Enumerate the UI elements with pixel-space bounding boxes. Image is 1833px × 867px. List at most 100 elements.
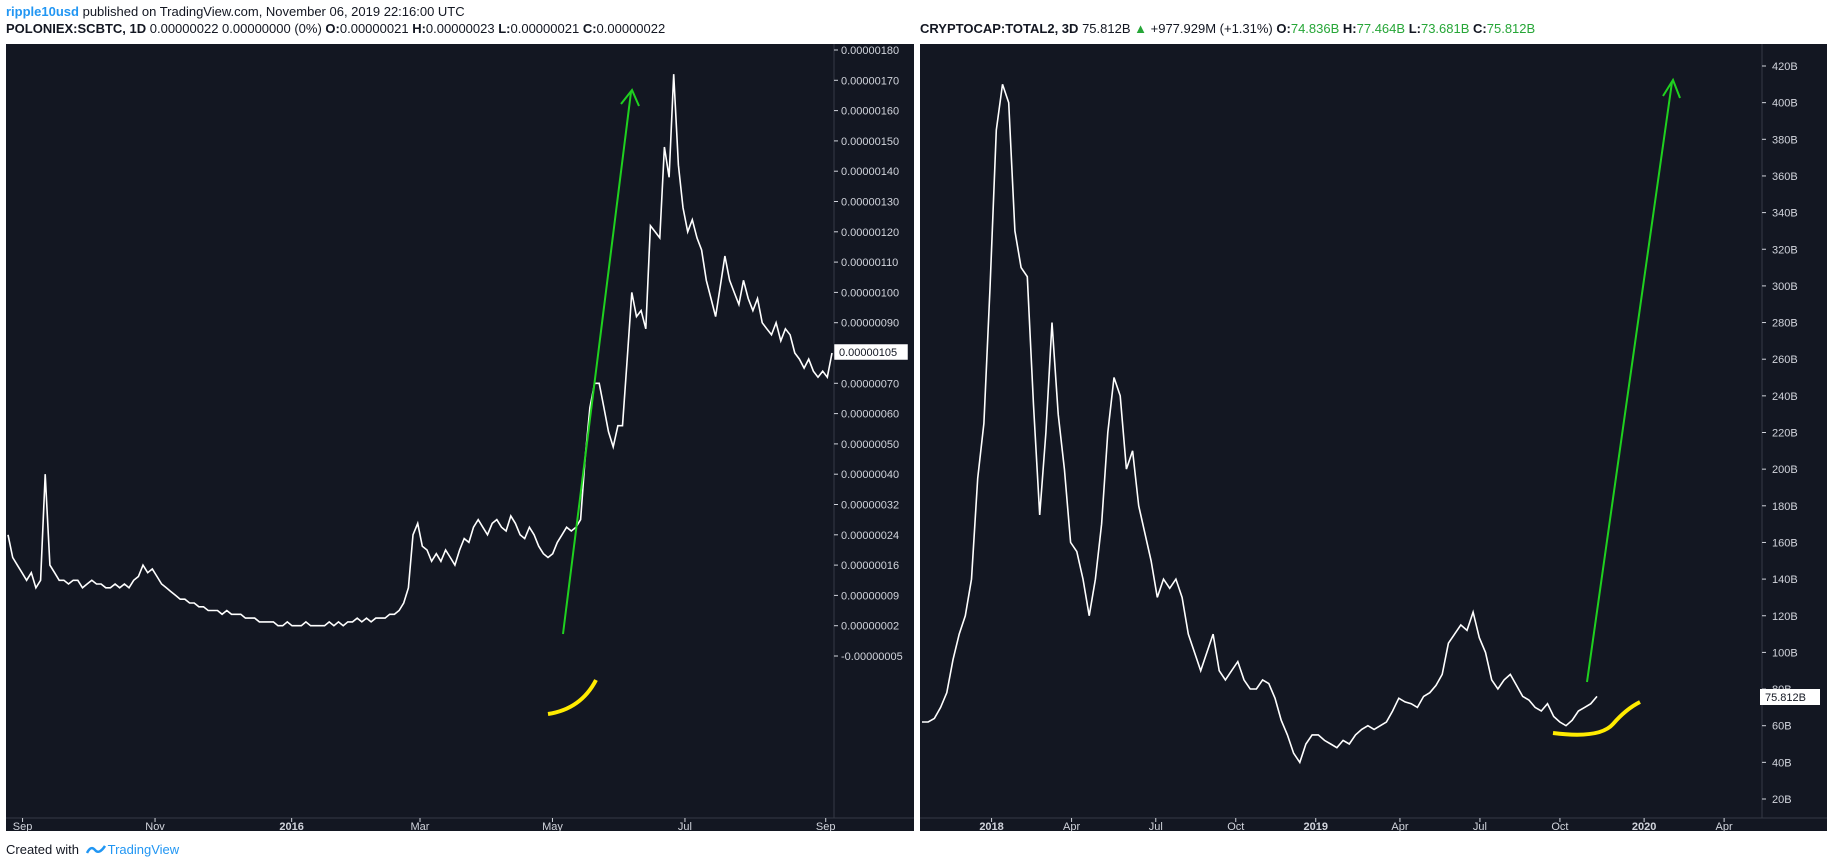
right-y-tick-label: 340B — [1772, 208, 1798, 220]
right-x-tick-label: Jul — [1473, 821, 1487, 831]
right-chart[interactable]: 420B 400B 380B 360B 340B 320B 300B 280B 260B 240B… — [920, 44, 1827, 831]
left-low-label: L: — [498, 21, 511, 36]
left-y-tick-label: 0.00000090 — [841, 318, 899, 330]
right-x-tick-label: 2018 — [979, 821, 1003, 831]
left-close-label: C: — [582, 21, 597, 36]
right-y-tick-label: 320B — [1772, 244, 1798, 256]
right-price-line — [922, 84, 1598, 765]
right-y-tick-label: 40B — [1772, 757, 1792, 769]
right-y-tick-label: 20B — [1772, 794, 1792, 806]
left-y-tick-label: 0.00000040 — [841, 469, 899, 481]
right-y-tick-label: 200B — [1772, 464, 1798, 476]
right-y-tick-label: 260B — [1772, 354, 1798, 366]
right-up-arrow-shaft — [1586, 81, 1673, 683]
left-y-tick-label: 0.00000016 — [841, 560, 899, 572]
left-y-tick-label: 0.00000140 — [841, 166, 899, 178]
right-y-tick-label: 400B — [1772, 98, 1798, 110]
left-legend: POLONIEX:SCBTC, 1D 0.00000022 0.00000000… — [6, 21, 665, 36]
left-chart-panel[interactable]: 0.00000180 0.00000170 0.00000160 0.00000150… — [6, 44, 914, 831]
left-y-tick-label: 0.00000032 — [841, 500, 899, 512]
left-y-tick-label: 0.00000170 — [841, 75, 899, 87]
left-open-label: O: — [325, 21, 340, 36]
right-low-label: L: — [1408, 21, 1421, 36]
tradingview-brand-link[interactable]: TradingView — [107, 842, 180, 857]
right-last-price-tag: 75.812B — [1760, 689, 1820, 705]
left-y-tick-label: 0.00000024 — [841, 530, 899, 542]
right-y-tick-label: 380B — [1772, 134, 1798, 146]
created-with-text: Created with — [6, 842, 79, 857]
right-y-tick-label: 120B — [1772, 611, 1798, 623]
right-y-tick-label: 60B — [1772, 721, 1792, 733]
right-x-tick-label: Oct — [1227, 821, 1244, 831]
left-y-tick-label: 0.00000060 — [841, 409, 899, 421]
right-x-tick-label: Jul — [1149, 821, 1163, 831]
left-chart[interactable]: 0.00000180 0.00000170 0.00000160 0.00000150… — [6, 44, 914, 831]
left-x-tick-label: May — [542, 821, 563, 831]
left-low-value: 0.00000021 — [510, 21, 580, 36]
left-close-value: 0.00000022 — [596, 21, 666, 36]
right-open-value: 74.836B — [1290, 21, 1340, 36]
author-link[interactable]: ripple10usd — [6, 4, 79, 19]
right-y-tick-label: 240B — [1772, 391, 1798, 403]
left-x-tick-label: Jul — [678, 821, 692, 831]
left-x-tick-label: 2016 — [279, 821, 303, 831]
left-last-price-tag: 0.00000105 — [833, 343, 909, 361]
right-x-tick-label: Apr — [1716, 821, 1733, 831]
left-y-tick-label: 0.00000050 — [841, 439, 899, 451]
right-bottom-curve — [1552, 700, 1641, 737]
left-bottom-curve — [547, 679, 598, 716]
left-high-value: 0.00000023 — [425, 21, 495, 36]
right-open-label: O: — [1276, 21, 1291, 36]
left-y-tick-label: 0.00000100 — [841, 287, 899, 299]
right-x-tick-label: Apr — [1391, 821, 1408, 831]
right-up-arrow-icon — [1662, 77, 1681, 99]
right-y-tick-label: 140B — [1772, 574, 1798, 586]
left-up-arrow-icon — [620, 88, 640, 107]
left-y-tick-label: 0.00000180 — [841, 45, 899, 57]
left-price-tag-label: 0.00000105 — [839, 347, 897, 359]
right-y-tick-label: 100B — [1772, 647, 1798, 659]
left-y-tick-label: 0.00000110 — [841, 257, 898, 269]
right-legend: CRYPTOCAP:TOTAL2, 3D 75.812B ▲ +977.929M… — [920, 21, 1535, 36]
right-y-tick-label: 180B — [1772, 501, 1798, 513]
right-x-tick-label: Oct — [1551, 821, 1568, 831]
right-y-tick-label: 160B — [1772, 537, 1798, 549]
left-price-line — [7, 74, 833, 627]
left-y-tick-label: 0.00000120 — [841, 227, 899, 239]
right-price-axis[interactable]: 420B 400B 380B 360B 340B 320B 300B 280B 260B 240B… — [920, 44, 1827, 819]
right-price-tag-label: 75.812B — [1765, 692, 1806, 704]
left-y-tick-label: 0.00000150 — [841, 136, 899, 148]
right-time-axis[interactable]: 2018 Apr Jul Oct 2019 Apr Jul Oct 2020 Apr — [979, 818, 1733, 831]
right-y-tick-label: 300B — [1772, 281, 1798, 293]
left-y-tick-label: 0.00000002 — [841, 621, 899, 633]
publish-line: ripple10usd published on TradingView.com… — [6, 4, 465, 19]
left-x-tick-label: Sep — [13, 821, 33, 831]
left-x-tick-label: Nov — [145, 821, 165, 831]
right-close-label: C: — [1473, 21, 1487, 36]
left-time-axis[interactable]: Sep Nov 2016 Mar May Jul Sep — [13, 818, 836, 831]
left-y-tick-label: 0.00000160 — [841, 106, 899, 118]
right-high-label: H: — [1342, 21, 1357, 36]
left-high-label: H: — [412, 21, 426, 36]
right-x-tick-label: 2020 — [1632, 821, 1656, 831]
right-chart-panel[interactable]: 420B 400B 380B 360B 340B 320B 300B 280B 260B 240B… — [920, 44, 1827, 831]
published-text: published on TradingView.com, November 0… — [82, 4, 465, 19]
left-y-tick-label: 0.00000009 — [841, 590, 899, 602]
left-up-arrow-shaft — [562, 91, 632, 635]
left-open-value: 0.00000021 — [339, 21, 409, 36]
right-x-tick-label: 2019 — [1303, 821, 1327, 831]
left-symbol[interactable]: POLONIEX:SCBTC, 1D — [6, 21, 147, 36]
right-last-value: 75.812B — [1082, 21, 1131, 36]
right-x-tick-label: Apr — [1063, 821, 1080, 831]
right-high-value: 77.464B — [1356, 21, 1406, 36]
right-symbol[interactable]: CRYPTOCAP:TOTAL2, 3D — [920, 21, 1079, 36]
left-price-axis[interactable]: 0.00000180 0.00000170 0.00000160 0.00000150… — [6, 44, 914, 819]
left-stats: 0.00000022 0.00000000 (0%) — [149, 21, 322, 36]
right-low-value: 73.681B — [1420, 21, 1470, 36]
right-y-tick-label: 220B — [1772, 428, 1798, 440]
footer: Created with TradingView — [6, 842, 179, 857]
tradingview-logo-icon — [85, 845, 106, 854]
up-triangle-icon: ▲ — [1134, 21, 1147, 36]
left-y-tick-label: 0.00000070 — [841, 378, 899, 390]
left-x-tick-label: Mar — [411, 821, 430, 831]
